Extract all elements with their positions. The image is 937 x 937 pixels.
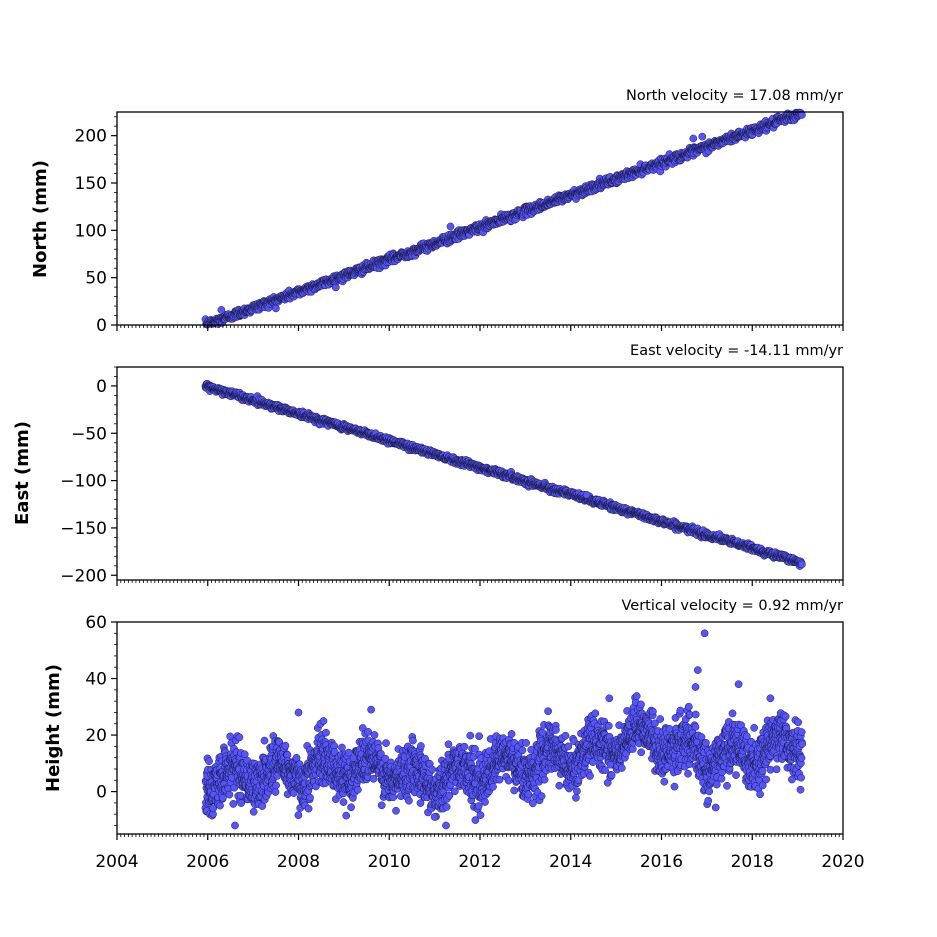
data-point [229,800,238,808]
vertical-velocity-title: Vertical velocity = 0.92 mm/yr [622,598,844,614]
y-tick-label: 50 [85,269,107,289]
north-points [201,108,806,329]
data-point [322,728,330,737]
data-point [698,132,707,141]
data-point [272,304,280,313]
data-point [382,739,390,747]
y-tick-label: −150 [60,519,107,539]
data-point [405,796,413,805]
data-point [306,793,314,802]
north-x-ticks [116,325,844,331]
data-point [294,811,303,820]
data-point [347,803,355,812]
data-point [444,740,453,749]
data-point [446,222,455,231]
data-point [319,717,328,725]
height-panel: Vertical velocity = 0.92 mm/yr Height (m… [43,598,865,872]
data-point [442,803,451,811]
data-point [271,788,280,796]
north-panel: North velocity = 17.08 mm/yr North (mm) … [30,88,844,336]
east-y-ticks: 0 −50 −100 −150 −200 [60,366,117,586]
data-point [338,743,346,752]
data-point [249,807,258,816]
east-x-ticks [116,580,844,586]
height-points [201,629,806,830]
data-point [339,798,348,806]
east-velocity-title: East velocity = -14.11 mm/yr [630,343,843,359]
data-point [389,793,398,802]
height-y-axis-label: Height (mm) [43,664,64,792]
east-panel: East velocity = -14.11 mm/yr East (mm) 0… [12,343,844,586]
data-point [272,781,280,790]
data-point [225,790,234,799]
data-point [417,742,425,750]
data-point [353,785,362,794]
y-tick-label: 200 [75,127,107,147]
north-y-ticks: 0 50 100 150 200 [75,116,117,336]
data-point [292,753,301,762]
data-point [342,811,351,820]
north-y-axis-label: North (mm) [30,160,51,278]
y-tick-label: 150 [75,174,107,194]
data-point [428,765,437,774]
data-point [392,806,400,815]
data-point [582,490,591,499]
data-point [798,560,806,569]
data-point [218,794,227,802]
data-point [260,736,269,745]
data-point [370,731,379,739]
east-y-axis-label: East (mm) [12,421,33,525]
y-tick-label: 0 [96,377,107,397]
data-point [235,733,244,742]
east-points [201,379,806,570]
data-point [217,306,226,314]
y-tick-label: −50 [71,424,107,444]
data-point [369,774,378,783]
y-tick-label: −100 [60,472,107,492]
data-point [216,801,224,810]
y-tick-label: −200 [60,566,107,586]
data-point [205,757,213,766]
data-point [304,804,313,813]
data-point [377,801,386,810]
y-tick-label: 100 [75,221,107,241]
data-point [689,134,698,143]
data-point [281,741,290,750]
y-tick-label: 0 [96,316,107,336]
north-velocity-title: North velocity = 17.08 mm/yr [626,88,843,104]
data-point [409,736,417,745]
